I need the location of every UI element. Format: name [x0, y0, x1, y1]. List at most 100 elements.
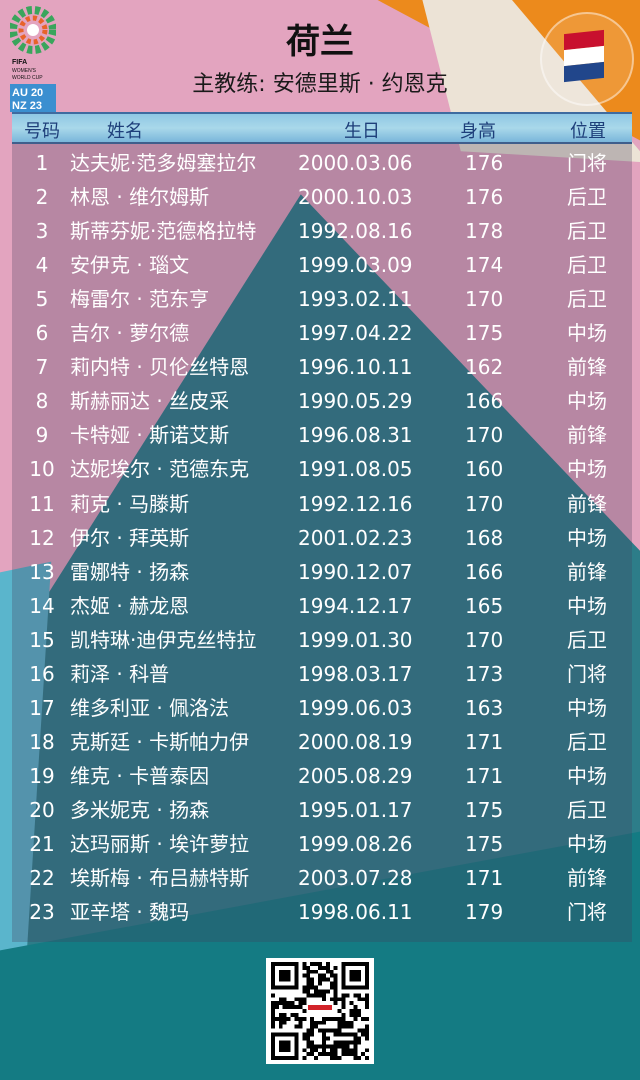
player-height: 162 [465, 355, 504, 380]
netherlands-flag-icon [564, 29, 604, 83]
table-row: 2 林恩 · 维尔姆斯 2000.10.03 176 后卫 [12, 180, 632, 214]
svg-text:FIFA: FIFA [12, 59, 27, 66]
column-header-birthday: 生日 [344, 121, 380, 142]
player-birthday: 1999.01.30 [298, 627, 413, 652]
player-birthday: 2003.07.28 [298, 866, 413, 891]
player-name: 维多利亚 · 佩洛法 [70, 695, 230, 720]
player-birthday: 1995.01.17 [298, 797, 413, 822]
player-name: 杰姬 · 赫龙恩 [70, 593, 190, 618]
table-row: 22 埃斯梅 · 布吕赫特斯 2003.07.28 171 前锋 [12, 861, 632, 895]
player-position: 门将 [567, 900, 607, 925]
player-height: 176 [465, 151, 504, 175]
flag-badge [540, 12, 634, 106]
player-height: 175 [465, 321, 504, 346]
table-row: 12 伊尔 · 拜英斯 2001.02.23 168 中场 [12, 521, 632, 555]
player-number: 15 [29, 627, 55, 652]
player-position: 中场 [567, 695, 607, 720]
table-row: 20 多米妮克 · 扬森 1995.01.17 175 后卫 [12, 793, 632, 827]
player-number: 13 [29, 559, 55, 584]
player-height: 170 [465, 423, 504, 448]
roster-table [12, 142, 632, 942]
player-birthday: 2000.10.03 [298, 185, 413, 210]
player-name: 达妮埃尔 · 范德东克 [70, 457, 250, 482]
table-row: 1 达夫妮·范多姆塞拉尔 2000.03.06 176 门将 [12, 146, 632, 180]
player-name: 林恩 · 维尔姆斯 [70, 185, 210, 210]
player-birthday: 1997.04.22 [298, 321, 413, 346]
player-position: 门将 [567, 151, 607, 175]
qr-code [266, 958, 374, 1064]
player-height: 165 [465, 593, 504, 618]
player-birthday: 1990.05.29 [298, 389, 413, 414]
player-position: 前锋 [567, 491, 607, 516]
player-position: 中场 [567, 763, 607, 788]
table-row: 15 凯特琳·迪伊克丝特拉 1999.01.30 170 后卫 [12, 623, 632, 657]
player-height: 170 [465, 491, 504, 516]
player-number: 5 [35, 287, 49, 312]
svg-text:AU 20: AU 20 [12, 87, 43, 99]
player-number: 22 [29, 866, 55, 891]
table-row: 13 雷娜特 · 扬森 1990.12.07 166 前锋 [12, 555, 632, 589]
player-number: 17 [29, 695, 55, 720]
player-number: 3 [35, 219, 49, 244]
player-number: 16 [29, 661, 55, 686]
player-position: 前锋 [567, 866, 607, 891]
player-birthday: 1991.08.05 [298, 457, 413, 482]
player-name: 凯特琳·迪伊克丝特拉 [70, 627, 257, 652]
player-height: 178 [465, 219, 504, 244]
player-height: 160 [465, 457, 504, 482]
player-height: 175 [465, 832, 504, 856]
player-name: 多米妮克 · 扬森 [70, 797, 210, 822]
column-header-height: 身高 [460, 121, 496, 142]
table-row: 3 斯蒂芬妮·范德格拉特 1992.08.16 178 后卫 [12, 214, 632, 248]
player-number: 12 [29, 525, 55, 550]
table-row: 14 杰姬 · 赫龙恩 1994.12.17 165 中场 [12, 589, 632, 623]
player-position: 中场 [567, 389, 607, 414]
player-birthday: 1998.03.17 [298, 661, 413, 686]
player-height: 168 [465, 525, 504, 550]
player-number: 4 [35, 253, 49, 278]
player-position: 中场 [567, 832, 607, 856]
player-name: 安伊克 · 瑙文 [70, 253, 190, 278]
player-number: 2 [35, 185, 49, 210]
player-position: 中场 [567, 525, 607, 550]
player-birthday: 1990.12.07 [298, 559, 413, 584]
player-name: 埃斯梅 · 布吕赫特斯 [70, 866, 250, 891]
player-height: 171 [465, 729, 504, 754]
player-birthday: 1999.03.09 [298, 253, 413, 278]
table-row: 6 吉尔 · 萝尔德 1997.04.22 175 中场 [12, 316, 632, 350]
world-cup-logo: FIFA WOMEN'S WORLD CUP AU 20 NZ 23 [10, 6, 56, 112]
player-name: 吉尔 · 萝尔德 [70, 321, 190, 346]
player-position: 后卫 [567, 185, 607, 210]
player-position: 中场 [567, 321, 607, 346]
player-name: 克斯廷 · 卡斯帕力伊 [70, 729, 250, 754]
player-birthday: 1999.06.03 [298, 695, 413, 720]
player-name: 斯赫丽达 · 丝皮采 [70, 389, 230, 414]
player-number: 19 [29, 763, 55, 788]
player-height: 174 [465, 253, 504, 278]
player-position: 后卫 [567, 253, 607, 278]
player-birthday: 2000.08.19 [298, 729, 413, 754]
player-birthday: 1999.08.26 [298, 832, 413, 856]
player-position: 前锋 [567, 559, 607, 584]
player-name: 莉内特 · 贝伦丝特恩 [70, 355, 250, 380]
table-row: 21 达玛丽斯 · 埃许萝拉 1999.08.26 175 中场 [12, 827, 632, 861]
table-row: 7 莉内特 · 贝伦丝特恩 1996.10.11 162 前锋 [12, 350, 632, 384]
player-position: 中场 [567, 457, 607, 482]
svg-text:WOMEN'S: WOMEN'S [12, 68, 37, 74]
player-number: 1 [35, 151, 49, 175]
player-birthday: 1992.08.16 [298, 219, 413, 244]
player-position: 后卫 [567, 219, 607, 244]
player-name: 雷娜特 · 扬森 [70, 559, 190, 584]
player-height: 170 [465, 627, 504, 652]
player-name: 梅雷尔 · 范东亨 [70, 287, 210, 312]
player-position: 后卫 [567, 627, 607, 652]
page-title: 荷兰 [286, 22, 354, 62]
table-row: 9 卡特娅 · 斯诺艾斯 1996.08.31 170 前锋 [12, 418, 632, 452]
column-header-name: 姓名 [107, 121, 143, 142]
player-name: 达玛丽斯 · 埃许萝拉 [70, 832, 250, 856]
player-number: 7 [35, 355, 49, 380]
player-number: 20 [29, 797, 55, 822]
table-row: 23 亚辛塔 · 魏玛 1998.06.11 179 门将 [12, 895, 632, 929]
table-row: 18 克斯廷 · 卡斯帕力伊 2000.08.19 171 后卫 [12, 725, 632, 759]
table-row: 10 达妮埃尔 · 范德东克 1991.08.05 160 中场 [12, 452, 632, 486]
